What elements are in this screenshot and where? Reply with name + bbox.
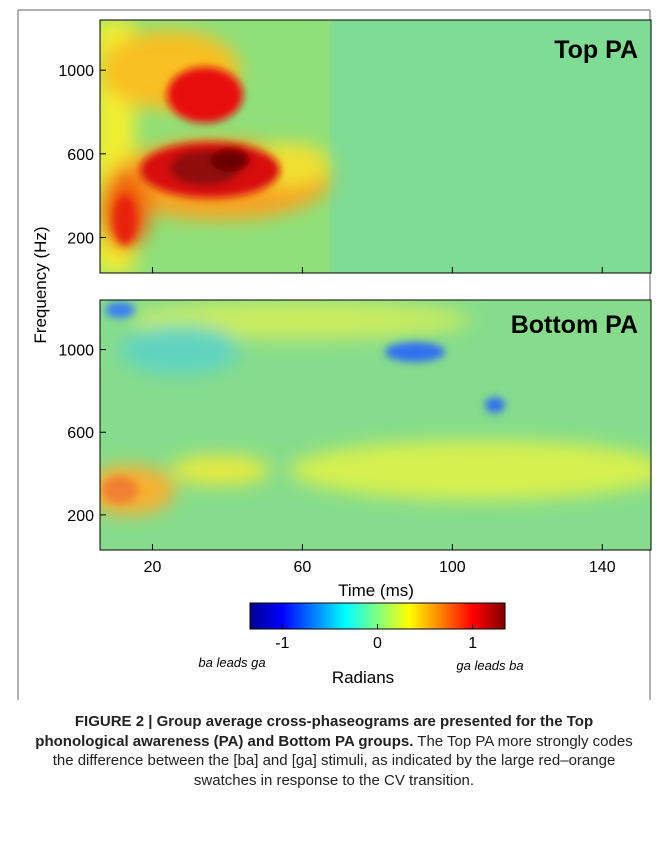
- caption-bold: FIGURE 2 | Group average cross-phaseogra…: [35, 713, 594, 750]
- y-tick-label: 1000: [58, 63, 94, 80]
- heatmap-top: [100, 20, 651, 273]
- y-tick-label: 200: [67, 508, 94, 525]
- figure: Top PA Bottom PA Frequency (Hz) Time (ms…: [17, 9, 652, 700]
- y-tick-label: 1000: [58, 343, 94, 360]
- y-axis-label: Frequency (Hz): [31, 226, 50, 343]
- x-tick-label: 140: [589, 559, 616, 576]
- x-axis-label: Time (ms): [338, 581, 414, 600]
- caption: FIGURE 2 | Group average cross-phaseogra…: [28, 712, 640, 790]
- panel-label: Bottom PA: [511, 311, 638, 339]
- caption-text: The Top PA more strongly codes the diffe…: [52, 732, 633, 789]
- x-tick-label: 20: [144, 559, 162, 576]
- colorbar-label: Radians: [332, 668, 394, 687]
- y-tick-label: 200: [67, 230, 94, 247]
- colorbar-tick-label: 1: [468, 635, 477, 652]
- y-tick-label: 600: [67, 147, 94, 164]
- heatmap-bottom: [100, 300, 651, 550]
- panel-frame: [99, 19, 652, 274]
- panel-frame: [99, 299, 652, 551]
- colorbar-tick-label: -1: [275, 635, 289, 652]
- panel-label: Top PA: [554, 36, 638, 64]
- y-tick-label: 600: [67, 425, 94, 442]
- colorbar-note: ba leads ga: [198, 655, 265, 670]
- colorbar-tick-label: 0: [373, 635, 382, 652]
- colorbar-note: ga leads ba: [456, 658, 523, 673]
- x-tick-label: 100: [439, 559, 466, 576]
- x-tick-label: 60: [294, 559, 312, 576]
